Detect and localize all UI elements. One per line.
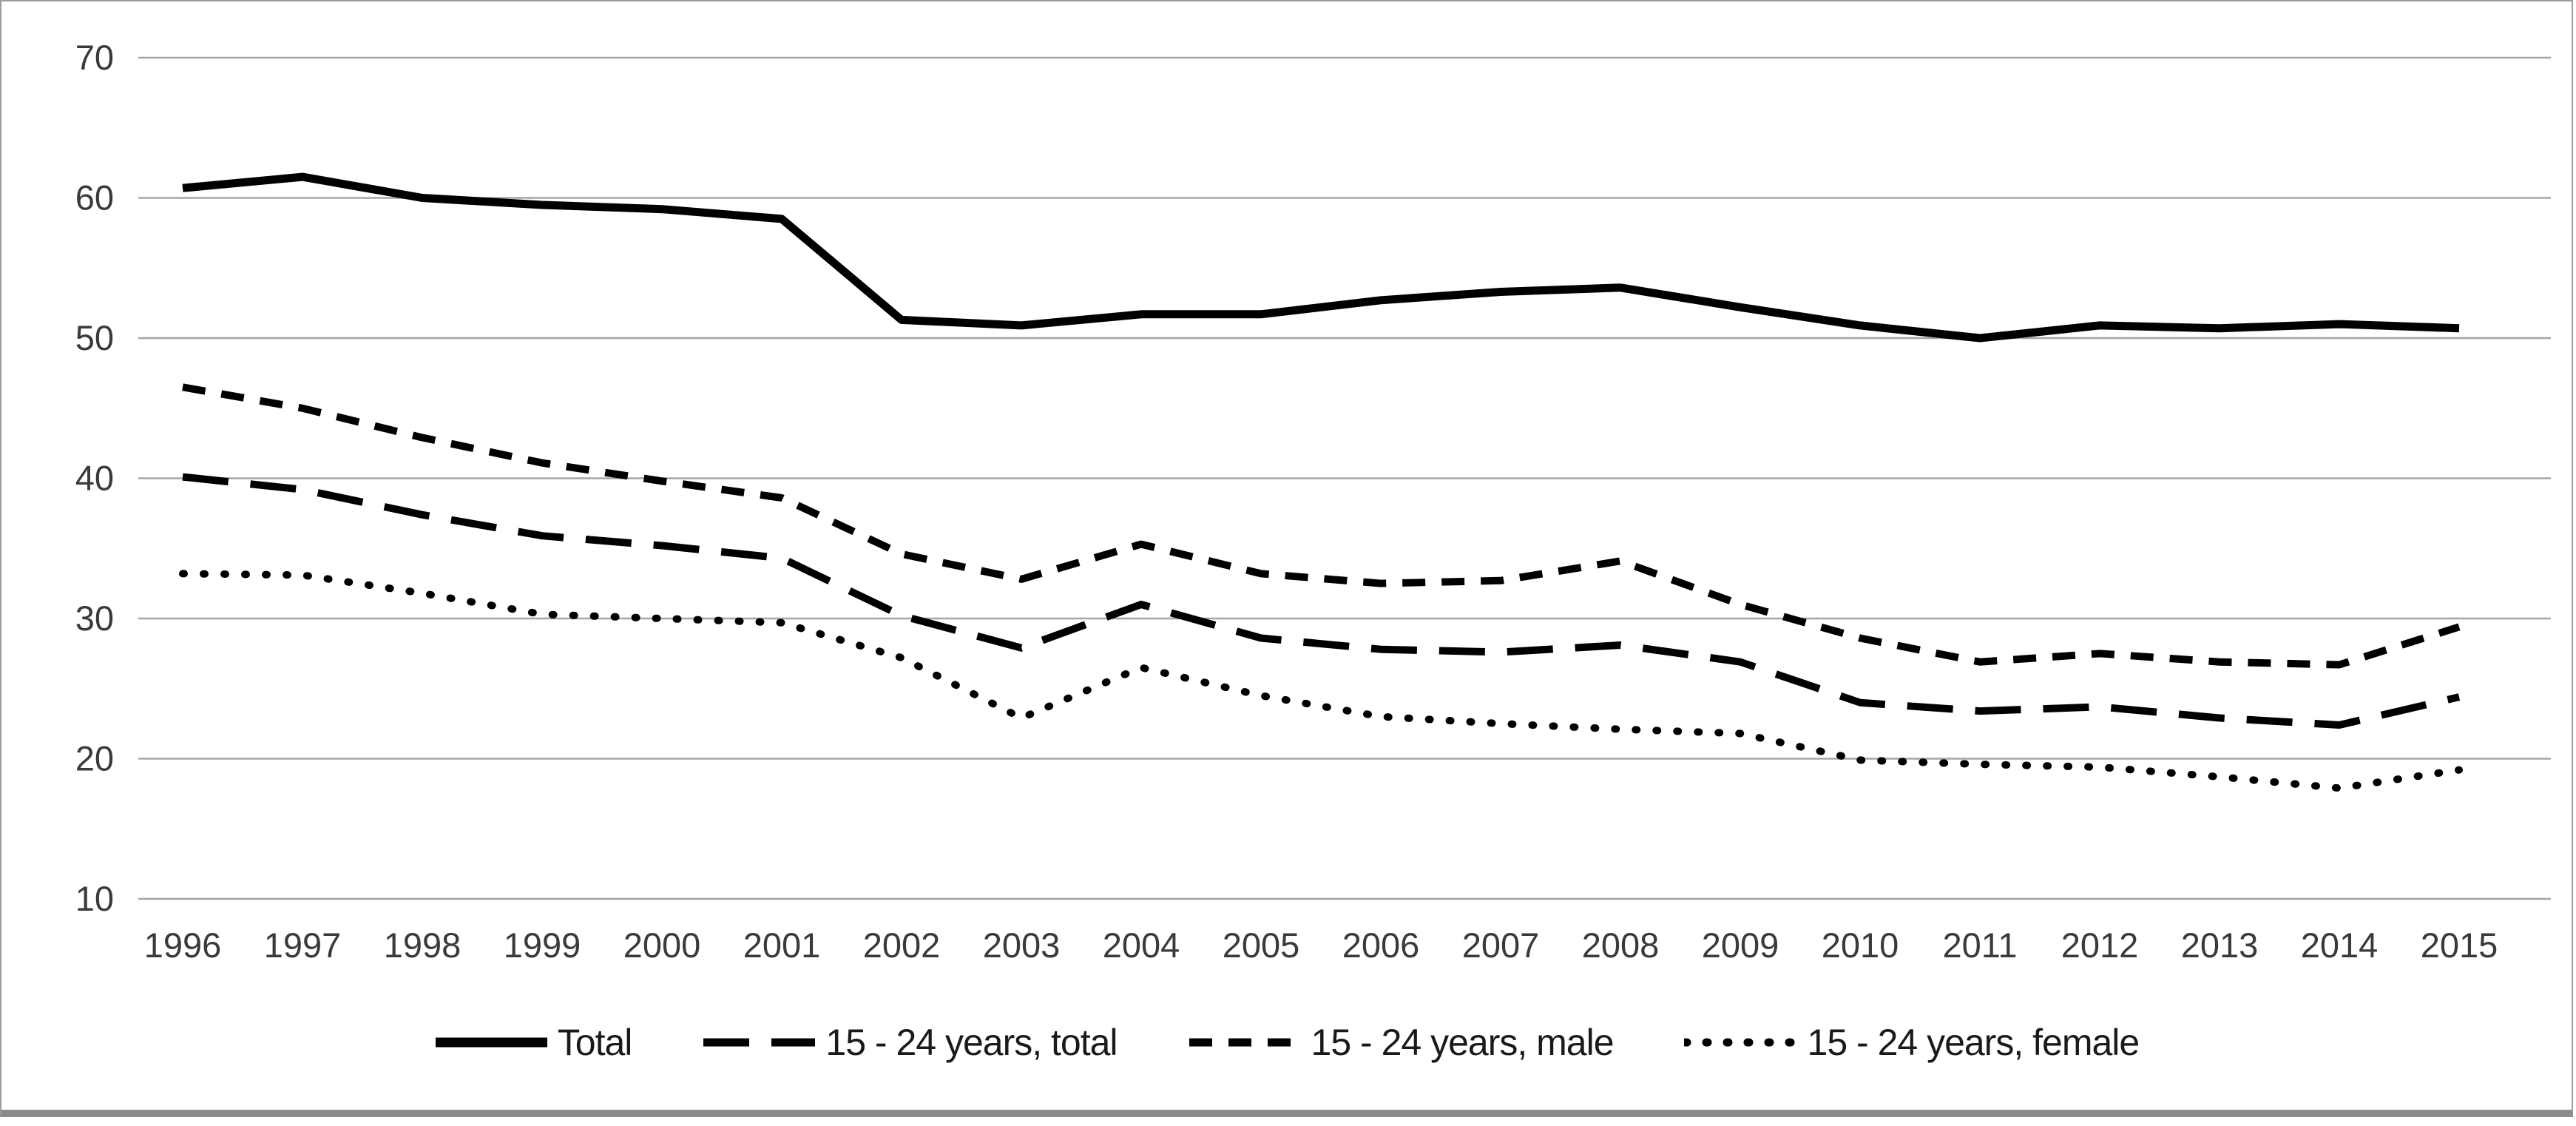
x-axis-tick-label: 2002	[863, 926, 941, 965]
legend-line-sample-dash	[1189, 1038, 1301, 1047]
x-axis-tick-label: 2008	[1582, 926, 1660, 965]
x-axis-tick-label: 2010	[1822, 926, 1899, 965]
y-axis-tick-label: 50	[75, 318, 114, 357]
legend-item-15-24-years-female: 15 - 24 years, female	[1683, 1021, 2140, 1064]
line-chart: 10 20 30 40 50 60 70 1996 1997 1998 1999 2000 2001 20…	[75, 38, 2551, 965]
y-axis-tick-label: 30	[75, 599, 114, 638]
gridlines	[138, 56, 2551, 900]
chart-legend: Total 15 - 24 years, total 15 - 24 years, …	[1, 1002, 2572, 1083]
series-line-total	[182, 172, 2460, 343]
x-axis-tick-labels: 1996 1997 1998 1999 2000 2001 2002 2003 2004 2005…	[144, 926, 2498, 965]
legend-line-sample-solid	[435, 1037, 547, 1048]
x-axis-tick-label: 2009	[1702, 926, 1779, 965]
x-axis-tick-label: 2007	[1462, 926, 1540, 965]
legend-line-sample-dot	[1683, 1038, 1799, 1047]
y-axis-tick-label: 70	[75, 38, 114, 77]
legend-item-15-24-years-total: 15 - 24 years, total	[702, 1021, 1118, 1064]
x-axis-tick-label: 2001	[743, 926, 821, 965]
y-axis-tick-label: 40	[75, 459, 114, 498]
x-axis-tick-label: 2003	[983, 926, 1061, 965]
legend-label: Total	[557, 1022, 633, 1063]
x-axis-tick-label: 1998	[384, 926, 462, 965]
y-axis-tick-label: 10	[75, 879, 114, 918]
x-axis-tick-label: 1999	[504, 926, 581, 965]
x-axis-tick-label: 2011	[1942, 926, 2017, 965]
x-axis-tick-label: 2004	[1103, 926, 1180, 965]
legend-item-15-24-years-male: 15 - 24 years, male	[1188, 1021, 1615, 1064]
legend-label: 15 - 24 years, total	[825, 1022, 1118, 1063]
y-axis-tick-label: 60	[75, 178, 114, 218]
legend-line-sample-long-dash	[703, 1038, 816, 1047]
x-axis-tick-label: 2006	[1342, 926, 1420, 965]
series-line-15-24-years-male	[182, 383, 2461, 669]
x-axis-tick-label: 2014	[2301, 926, 2379, 965]
legend-item-total: Total	[434, 1021, 632, 1064]
series-line-15-24-years-female	[179, 570, 2463, 792]
y-axis-tick-label: 20	[75, 739, 114, 778]
x-axis-tick-label: 2012	[2061, 926, 2139, 965]
x-axis-tick-label: 2000	[623, 926, 701, 965]
y-axis-tick-labels: 10 20 30 40 50 60 70	[75, 38, 114, 918]
legend-label: 15 - 24 years, female	[1807, 1022, 2140, 1063]
x-axis-tick-label: 2015	[2421, 926, 2498, 965]
x-axis-tick-label: 1997	[264, 926, 342, 965]
series-line-15-24-years-total	[182, 473, 2461, 729]
x-axis-tick-label: 2005	[1223, 926, 1300, 965]
x-axis-tick-label: 1996	[144, 926, 222, 965]
x-axis-tick-label: 2013	[2181, 926, 2259, 965]
legend-label: 15 - 24 years, male	[1311, 1022, 1615, 1063]
